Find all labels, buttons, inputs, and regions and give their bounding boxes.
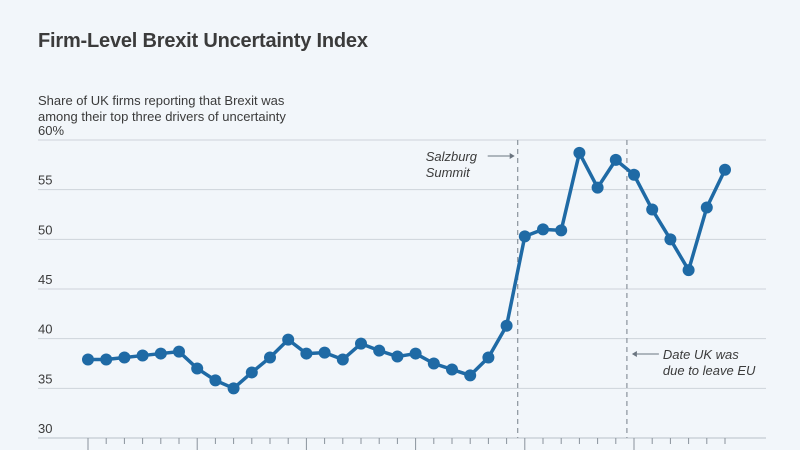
- y-tick-label: 30: [38, 421, 52, 436]
- data-point: [318, 346, 331, 359]
- data-point: [264, 351, 276, 364]
- data-point: [136, 349, 149, 362]
- data-point: [391, 350, 404, 363]
- data-point: [373, 344, 386, 357]
- y-tick-label: 55: [38, 173, 52, 188]
- data-point: [446, 363, 458, 376]
- data-point: [409, 347, 422, 360]
- data-point: [173, 345, 185, 358]
- data-point: [191, 362, 204, 375]
- data-point: [537, 223, 549, 236]
- data-point: [118, 351, 131, 364]
- data-point: [591, 181, 604, 194]
- data-point: [464, 369, 477, 382]
- data-point: [355, 337, 367, 350]
- y-tick-label: 35: [38, 371, 52, 386]
- y-axis-label-line-1: Share of UK firms reporting that Brexit …: [38, 93, 285, 108]
- annotation-label: Summit: [426, 165, 471, 180]
- annotation-label: due to leave EU: [663, 363, 756, 378]
- data-point: [682, 264, 695, 277]
- data-point: [646, 203, 659, 216]
- data-point: [300, 347, 313, 360]
- data-point: [100, 353, 113, 366]
- data-point: [336, 353, 349, 366]
- y-tick-label: 40: [38, 322, 52, 337]
- annotation-label: Date UK was: [663, 347, 739, 362]
- y-axis-label-line-2: among their top three drivers of uncerta…: [38, 109, 286, 124]
- data-point: [427, 357, 440, 370]
- data-point: [209, 374, 222, 387]
- data-point: [518, 230, 531, 243]
- data-point: [482, 351, 495, 364]
- annotation-arrowhead: [631, 351, 637, 357]
- chart-title: Firm-Level Brexit Uncertainty Index: [38, 30, 368, 52]
- annotation-label: Salzburg: [426, 149, 478, 164]
- data-point: [628, 168, 640, 181]
- y-tick-label: 60%: [38, 123, 64, 138]
- data-point: [664, 233, 677, 246]
- data-point: [82, 353, 94, 366]
- y-tick-label: 50: [38, 222, 52, 237]
- data-point: [609, 153, 622, 166]
- data-point: [700, 201, 713, 214]
- data-point: [227, 382, 240, 395]
- y-axis-label: Share of UK firms reporting that Brexit …: [38, 93, 286, 125]
- data-point: [282, 333, 295, 346]
- data-point: [154, 347, 167, 360]
- data-point: [719, 163, 731, 176]
- data-point: [555, 224, 568, 237]
- data-point: [245, 366, 258, 379]
- y-tick-label: 45: [38, 272, 52, 287]
- data-point: [573, 146, 586, 159]
- annotation-arrowhead: [509, 153, 515, 159]
- data-point: [500, 319, 513, 332]
